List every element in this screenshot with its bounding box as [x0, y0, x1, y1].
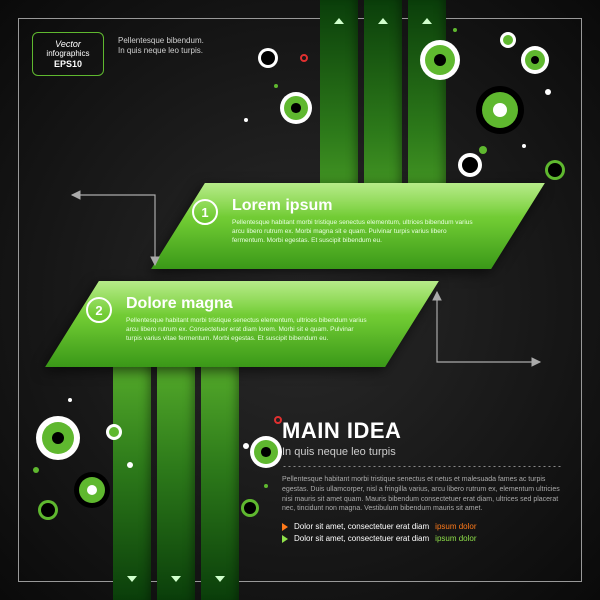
decor-ring-dot: [291, 103, 301, 113]
divider-dotted: [282, 466, 562, 467]
decor-ring: [274, 416, 282, 424]
arrow-left-icon: [60, 185, 160, 275]
decor-dot: [244, 118, 248, 122]
caret-right-icon: [282, 523, 288, 531]
bullet-2: Dolor sit amet, consectetuer erat diam i…: [282, 534, 562, 543]
main-idea-block: MAIN IDEA In quis neque leo turpis Pelle…: [282, 418, 562, 543]
eps-badge: Vector infographics EPS10: [32, 32, 104, 76]
decor-dot: [522, 144, 526, 148]
banner-1: 1 Lorem ipsum Pellentesque habitant morb…: [170, 183, 500, 259]
main-paragraph: Pellentesque habitant morbi tristique se…: [282, 475, 562, 514]
chevron-up-icon: [422, 18, 432, 24]
header-caption-l1: Pellentesque bibendum.: [118, 36, 204, 46]
decor-ring-fill: [261, 51, 275, 65]
banner-2: 2 Dolore magna Pellentesque habitant mor…: [64, 281, 394, 357]
bullet-1-link[interactable]: ipsum dolor: [435, 522, 476, 531]
decor-ring-fill: [244, 502, 256, 514]
header-caption: Pellentesque bibendum. In quis neque leo…: [118, 36, 204, 57]
decor-dot: [479, 146, 487, 154]
banner-1-title: Lorem ipsum: [232, 197, 474, 215]
decor-ring-fill: [109, 427, 119, 437]
decor-ring-dot: [531, 56, 539, 64]
stripe: [157, 335, 195, 600]
chevron-up-icon: [378, 18, 388, 24]
chevron-up-icon: [334, 18, 344, 24]
stripe: [113, 335, 151, 600]
main-title: MAIN IDEA: [282, 418, 562, 444]
bullet-2-link[interactable]: ipsum dolor: [435, 534, 476, 543]
main-subtitle: In quis neque leo turpis: [282, 446, 562, 458]
decor-ring-dot: [261, 447, 271, 457]
step-number-2: 2: [86, 297, 112, 323]
decor-dot: [33, 467, 39, 473]
decor-ring-fill: [41, 503, 55, 517]
banner-2-body: Pellentesque habitant morbi tristique se…: [126, 317, 368, 343]
stripe: [201, 335, 239, 600]
badge-line3: EPS10: [54, 59, 82, 69]
bullet-2-text: Dolor sit amet, consectetuer erat diam: [294, 534, 429, 543]
caret-right-icon: [282, 535, 288, 543]
decor-ring: [300, 54, 308, 62]
bullet-list: Dolor sit amet, consectetuer erat diam i…: [282, 522, 562, 543]
bullet-1: Dolor sit amet, consectetuer erat diam i…: [282, 522, 562, 531]
decor-dot: [545, 89, 551, 95]
decor-dot: [453, 28, 457, 32]
decor-dot: [243, 443, 249, 449]
chevron-down-icon: [127, 576, 137, 582]
banner-2-title: Dolore magna: [126, 295, 368, 313]
bullet-1-text: Dolor sit amet, consectetuer erat diam: [294, 522, 429, 531]
stripe-group-bottom: [113, 335, 239, 600]
decor-dot: [264, 484, 268, 488]
banner-1-body: Pellentesque habitant morbi tristique se…: [232, 219, 474, 245]
decor-dot: [274, 84, 278, 88]
chevron-down-icon: [171, 576, 181, 582]
decor-ring-fill: [462, 157, 478, 173]
decor-ring-fill: [548, 163, 562, 177]
badge-line1: Vector: [55, 39, 81, 49]
step-number-1: 1: [192, 199, 218, 225]
decor-ring-dot: [434, 54, 446, 66]
header-caption-l2: In quis neque leo turpis.: [118, 46, 204, 56]
chevron-down-icon: [215, 576, 225, 582]
decor-dot: [68, 398, 72, 402]
badge-line2: infographics: [46, 49, 89, 58]
decor-ring-fill: [503, 35, 513, 45]
decor-dot: [127, 462, 133, 468]
arrow-right-icon: [432, 282, 552, 372]
